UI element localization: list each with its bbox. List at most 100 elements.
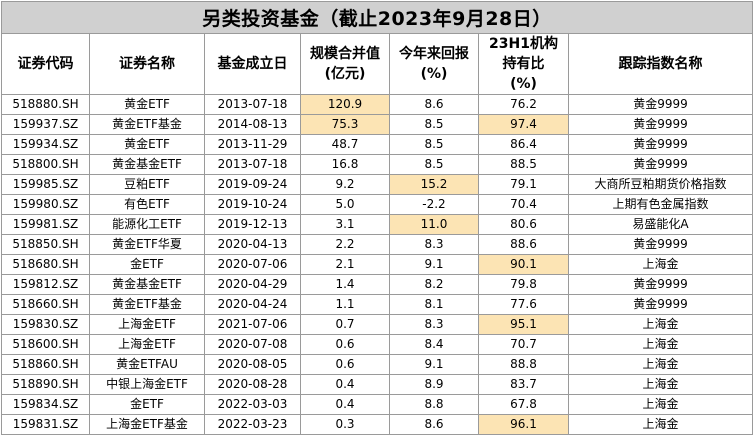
cell-scale: 16.8 [300,154,390,175]
cell-name: 黄金ETF基金 [89,114,205,135]
cell-scale: 2.2 [300,234,390,255]
cell-index: 上海金 [568,354,753,375]
header-line: 23H1机构 [489,36,558,52]
cell-index: 黄金9999 [568,114,753,135]
cell-inst: 77.6 [478,294,569,315]
table-row: 159812.SZ 黄金基金ETF 2020-04-29 1.4 8.2 79.8 黄金99… [1,274,753,295]
cell-index: 黄金9999 [568,94,753,115]
table-row: 159937.SZ 黄金ETF基金 2014-08-13 75.3 8.5 97.4 黄金9… [1,114,753,135]
header-line: 跟踪指数名称 [618,56,703,72]
cell-index: 上期有色金属指数 [568,194,753,215]
cell-date: 2020-04-29 [204,274,301,295]
cell-index: 上海金 [568,394,753,415]
cell-code: 159934.SZ [1,134,90,155]
table-row: 518860.SH 黄金ETFAU 2020-08-05 0.6 9.1 88.8 上海金 [1,354,753,375]
cell-name: 黄金ETF基金 [89,294,205,315]
cell-name: 上海金ETF [89,314,205,335]
cell-inst: 95.1 [478,314,569,335]
cell-code: 518800.SH [1,154,90,175]
cell-index: 上海金 [568,254,753,275]
cell-inst: 67.8 [478,394,569,415]
cell-scale: 9.2 [300,174,390,195]
cell-name: 黄金基金ETF [89,274,205,295]
cell-name: 有色ETF [89,194,205,215]
cell-scale: 1.4 [300,274,390,295]
header-scale: 规模合并值 (亿元) [300,33,390,95]
cell-code: 518600.SH [1,334,90,355]
header-line: (亿元) [324,66,366,82]
table-row: 159985.SZ 豆粕ETF 2019-09-24 9.2 15.2 79.1 大商所豆粕… [1,174,753,195]
header-row: 证券代码 证券名称 基金成立日 规模合并值 (亿元) 今年来回报 (%) 23H1机构 持有比 (… [1,33,753,95]
cell-name: 黄金ETF [89,94,205,115]
cell-scale: 0.6 [300,354,390,375]
cell-code: 518890.SH [1,374,90,395]
cell-inst: 80.6 [478,214,569,235]
cell-name: 金ETF [89,394,205,415]
cell-date: 2020-04-13 [204,234,301,255]
cell-return: 9.1 [389,254,479,275]
cell-code: 518680.SH [1,254,90,275]
cell-date: 2019-09-24 [204,174,301,195]
header-return: 今年来回报 (%) [389,33,479,95]
table-row: 159834.SZ 金ETF 2022-03-03 0.4 8.8 67.8 上海金 [1,394,753,415]
table-row: 518680.SH 金ETF 2020-07-06 2.1 9.1 90.1 上海金 [1,254,753,275]
table-title: 另类投资基金（截止2023年9月28日） [1,1,753,34]
cell-return: 8.1 [389,294,479,315]
cell-name: 能源化工ETF [89,214,205,235]
cell-name: 上海金ETF基金 [89,414,205,435]
cell-date: 2013-07-18 [204,94,301,115]
cell-name: 黄金ETFAU [89,354,205,375]
cell-scale: 5.0 [300,194,390,215]
cell-return: 15.2 [389,174,479,195]
header-line: 证券代码 [17,56,74,72]
cell-code: 159831.SZ [1,414,90,435]
cell-code: 159985.SZ [1,174,90,195]
cell-name: 豆粕ETF [89,174,205,195]
cell-return: 8.3 [389,234,479,255]
cell-code: 159937.SZ [1,114,90,135]
cell-date: 2019-10-24 [204,194,301,215]
cell-inst: 88.6 [478,234,569,255]
cell-index: 黄金9999 [568,134,753,155]
cell-return: 9.1 [389,354,479,375]
cell-index: 上海金 [568,314,753,335]
cell-scale: 0.6 [300,334,390,355]
table-row: 159831.SZ 上海金ETF基金 2022-03-23 0.3 8.6 96.1 上海金 [1,414,753,435]
cell-code: 159812.SZ [1,274,90,295]
cell-index: 黄金9999 [568,234,753,255]
table-row: 518850.SH 黄金ETF华夏 2020-04-13 2.2 8.3 88.6 黄金99… [1,234,753,255]
cell-code: 518880.SH [1,94,90,115]
cell-return: 8.5 [389,154,479,175]
cell-date: 2019-12-13 [204,214,301,235]
cell-index: 上海金 [568,334,753,355]
cell-name: 黄金ETF [89,134,205,155]
cell-scale: 3.1 [300,214,390,235]
table-body: 518880.SH 黄金ETF 2013-07-18 120.9 8.6 76.2 黄金99… [1,94,753,435]
cell-return: 8.2 [389,274,479,295]
cell-inst: 70.7 [478,334,569,355]
cell-scale: 0.3 [300,414,390,435]
cell-code: 159981.SZ [1,214,90,235]
cell-scale: 0.4 [300,374,390,395]
cell-index: 上海金 [568,374,753,395]
cell-code: 159834.SZ [1,394,90,415]
cell-return: -2.2 [389,194,479,215]
cell-code: 518860.SH [1,354,90,375]
table-row: 159934.SZ 黄金ETF 2013-11-29 48.7 8.5 86.4 黄金999… [1,134,753,155]
header-code: 证券代码 [1,33,90,95]
cell-code: 518850.SH [1,234,90,255]
cell-name: 黄金基金ETF [89,154,205,175]
cell-inst: 97.4 [478,114,569,135]
cell-scale: 120.9 [300,94,390,115]
cell-inst: 96.1 [478,414,569,435]
cell-return: 8.8 [389,394,479,415]
cell-scale: 48.7 [300,134,390,155]
header-name: 证券名称 [89,33,205,95]
cell-index: 黄金9999 [568,294,753,315]
cell-index: 上海金 [568,414,753,435]
cell-date: 2022-03-23 [204,414,301,435]
cell-name: 上海金ETF [89,334,205,355]
header-line: (%) [420,66,448,82]
header-line: 规模合并值 [310,46,380,62]
